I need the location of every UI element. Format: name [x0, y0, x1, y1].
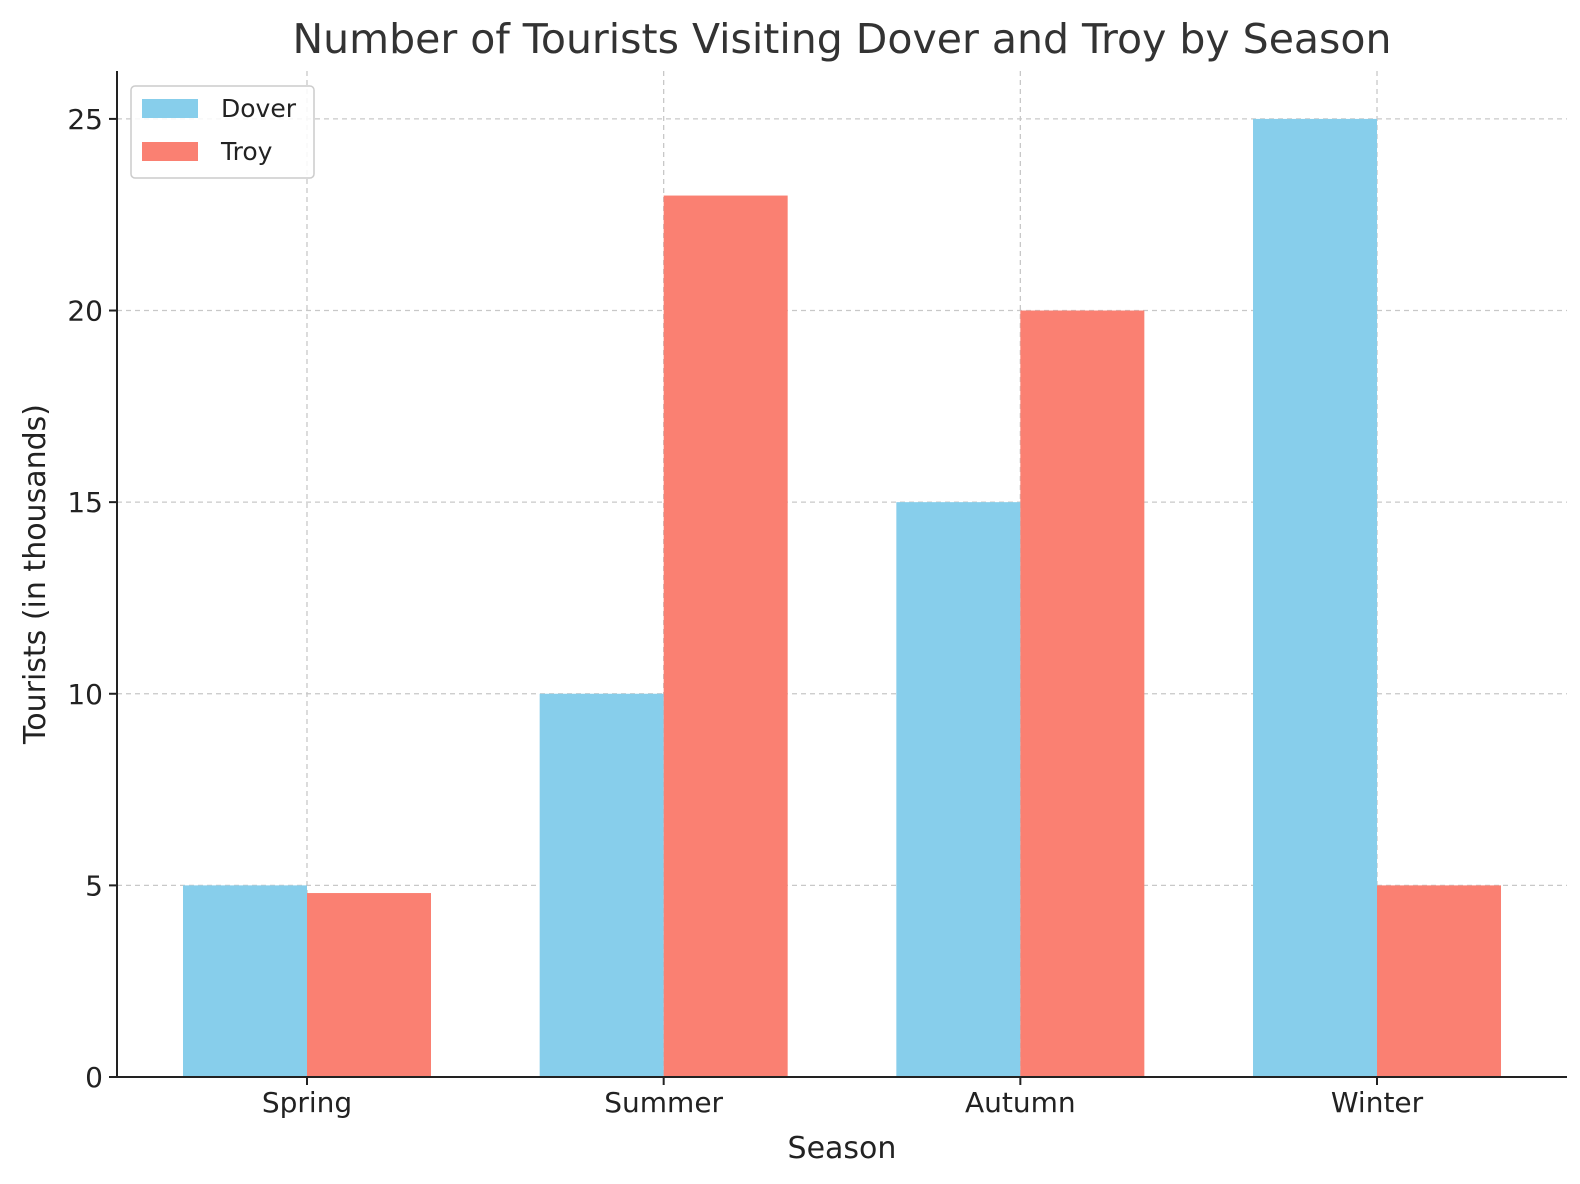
y-axis-label: Tourists (in thousands): [18, 404, 53, 745]
bar-dover-winter: [1253, 118, 1378, 1077]
bar-dover-autumn: [896, 502, 1021, 1078]
bar-dover-spring: [183, 885, 307, 1077]
bar-troy-autumn: [1020, 310, 1145, 1077]
x-tick-label-winter: Winter: [1331, 1086, 1424, 1119]
legend-swatch-dover: [142, 99, 198, 118]
bar-troy-summer: [663, 195, 788, 1078]
x-tick-label-summer: Summer: [604, 1086, 723, 1119]
ticks-layer: 0 5 10 15 20 25 Spring Summer Autumn Winter: [67, 103, 1423, 1119]
bar-troy-winter: [1377, 885, 1502, 1077]
legend-label-troy: Troy: [220, 137, 273, 166]
y-tick-label-0: 0: [85, 1061, 103, 1094]
y-tick-label-4: 20: [67, 295, 103, 328]
x-tick-label-autumn: Autumn: [965, 1086, 1076, 1119]
y-tick-label-3: 15: [67, 486, 103, 519]
bars-layer: [183, 118, 1502, 1078]
legend-swatch-troy: [142, 142, 198, 161]
legend-label-dover: Dover: [221, 94, 297, 123]
y-tick-label-1: 5: [85, 869, 103, 902]
bar-dover-summer: [539, 693, 664, 1077]
y-tick-label-5: 25: [67, 103, 103, 136]
x-tick-label-spring: Spring: [262, 1086, 352, 1119]
bar-troy-spring: [307, 893, 431, 1077]
y-tick-label-2: 10: [67, 678, 103, 711]
x-axis-label: Season: [788, 1131, 897, 1166]
axes-layer: [116, 71, 1567, 1078]
chart-title: Number of Tourists Visiting Dover and Tr…: [293, 15, 1392, 63]
legend: Dover Troy: [130, 85, 315, 179]
